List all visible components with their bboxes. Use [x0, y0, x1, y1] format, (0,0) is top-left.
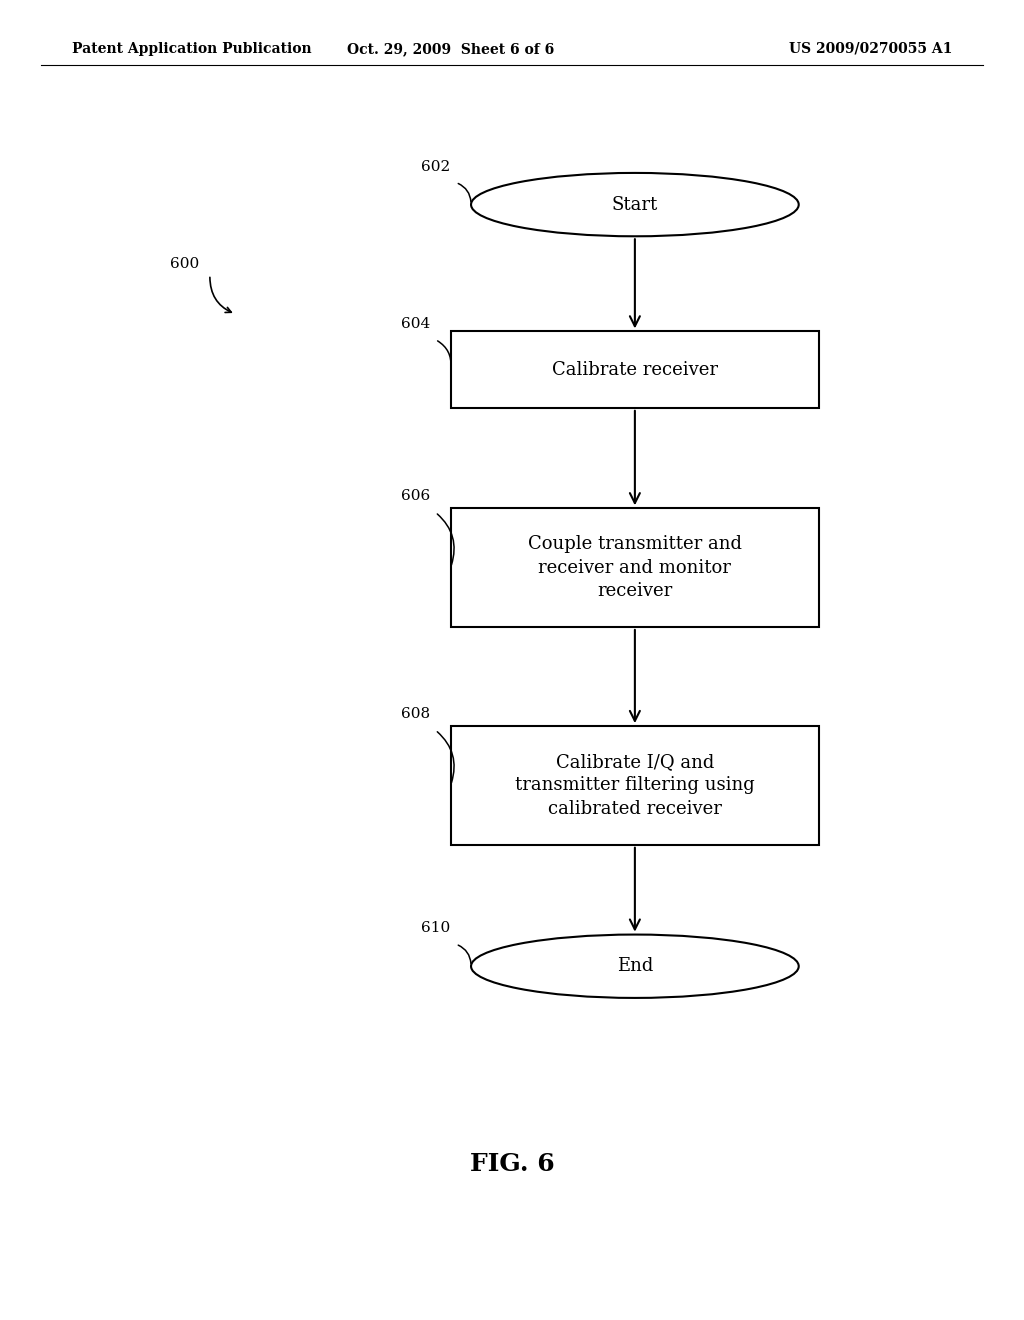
Text: End: End	[616, 957, 653, 975]
Text: 604: 604	[400, 317, 430, 331]
Text: 606: 606	[400, 490, 430, 503]
Text: 610: 610	[421, 921, 451, 936]
Text: Calibrate receiver: Calibrate receiver	[552, 360, 718, 379]
Text: US 2009/0270055 A1: US 2009/0270055 A1	[788, 42, 952, 55]
Text: Start: Start	[611, 195, 658, 214]
Text: Oct. 29, 2009  Sheet 6 of 6: Oct. 29, 2009 Sheet 6 of 6	[347, 42, 554, 55]
Text: Calibrate I/Q and
transmitter filtering using
calibrated receiver: Calibrate I/Q and transmitter filtering …	[515, 752, 755, 818]
Text: 602: 602	[421, 160, 451, 174]
Text: 608: 608	[401, 708, 430, 721]
Text: FIG. 6: FIG. 6	[470, 1152, 554, 1176]
Text: 600: 600	[170, 257, 200, 271]
Text: Couple transmitter and
receiver and monitor
receiver: Couple transmitter and receiver and moni…	[528, 535, 741, 601]
Text: Patent Application Publication: Patent Application Publication	[72, 42, 311, 55]
